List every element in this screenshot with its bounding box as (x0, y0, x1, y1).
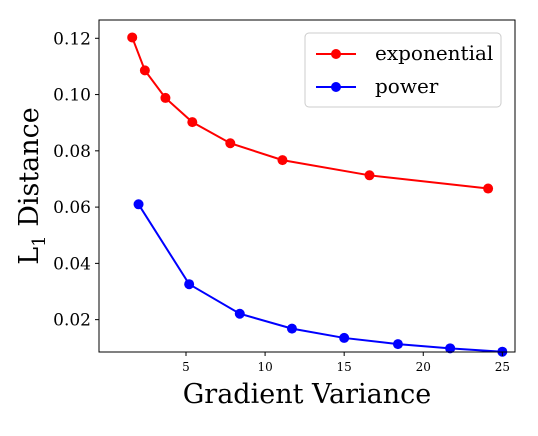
legend-label-exponential: exponential (375, 41, 493, 65)
x-tick-label: 15 (337, 360, 352, 374)
y-tick-label: 0.10 (53, 86, 91, 106)
data-point-exponential (139, 65, 150, 76)
y-axis-title-main: L (14, 247, 45, 265)
legend-box (304, 32, 502, 108)
series-line-power (137, 203, 503, 353)
data-point-power (339, 332, 350, 343)
legend-label-power: power (375, 74, 439, 98)
plot-frame (98, 19, 516, 353)
legend-marker-exponential (331, 49, 341, 59)
y-tick-label: 0.06 (53, 198, 91, 218)
y-axis-title-rest: Distance (14, 107, 45, 235)
legend-marker-power (331, 82, 341, 92)
x-tick-label: 5 (182, 360, 190, 374)
y-tick-label: 0.08 (53, 142, 91, 162)
data-point-power (392, 339, 403, 350)
data-point-power (133, 199, 144, 210)
x-tick-label: 25 (495, 360, 510, 374)
data-point-power (445, 343, 456, 354)
data-point-exponential (127, 32, 138, 43)
y-axis-title: L1 Distance (14, 107, 50, 265)
series-line-exponential (131, 37, 489, 190)
y-tick-label: 0.12 (53, 29, 91, 49)
data-point-exponential (160, 92, 171, 103)
y-axis-title-subscript: 1 (29, 235, 50, 246)
y-tick-label: 0.02 (53, 311, 91, 331)
data-point-power (286, 323, 297, 334)
x-tick-label: 20 (416, 360, 431, 374)
data-point-power (234, 308, 245, 319)
series-layer (127, 32, 508, 357)
data-point-exponential (364, 170, 375, 181)
x-tick-label: 10 (257, 360, 272, 374)
ticks-layer: 5 10 15 20 25 0.02 0.04 0.06 0.08 0.10 0.12 (53, 29, 510, 374)
data-point-power (184, 279, 195, 290)
data-point-exponential (277, 155, 288, 166)
legend: exponential power (304, 32, 502, 108)
data-point-exponential (483, 183, 494, 194)
data-point-exponential (225, 138, 236, 149)
data-point-exponential (187, 117, 198, 128)
x-axis-title: Gradient Variance (183, 379, 432, 410)
y-tick-label: 0.04 (53, 254, 91, 274)
